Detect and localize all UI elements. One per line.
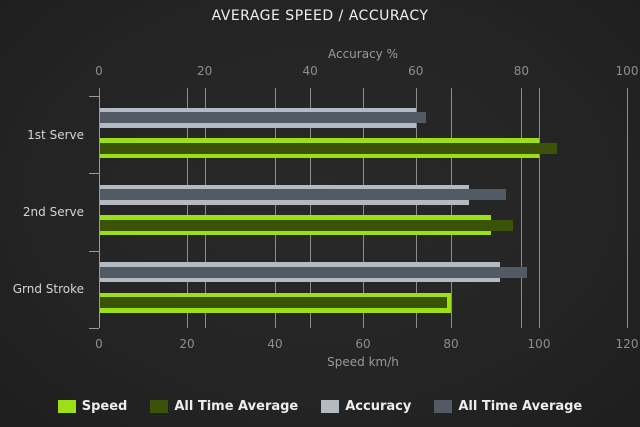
bar-row (99, 292, 627, 313)
top-axis-tick-label: 20 (196, 64, 213, 78)
bar-row (99, 107, 627, 128)
bottom-axis-tick-label: 80 (443, 337, 459, 351)
gridline (627, 88, 628, 328)
y-axis-tick (89, 173, 99, 175)
gridline (415, 88, 417, 328)
top-axis-tick-label: 60 (408, 64, 424, 78)
bar-accuracy-avg (99, 189, 506, 201)
y-axis-tick (89, 96, 99, 97)
top-axis-tick-label: 0 (95, 64, 103, 78)
bottom-axis-tick-label: 40 (267, 337, 283, 351)
legend-item: Speed (57, 398, 128, 414)
legend-swatch (150, 399, 169, 413)
plot-area (99, 88, 628, 328)
bar-speed-avg (99, 297, 447, 309)
bottom-axis-tick-label: 120 (615, 337, 639, 351)
bar-row (99, 184, 627, 205)
bar-accuracy-avg (99, 266, 527, 278)
chart-title: AVERAGE SPEED / ACCURACY (211, 8, 429, 24)
y-axis-tick (89, 328, 99, 329)
gridline (187, 88, 188, 328)
legend-swatch (57, 399, 76, 413)
gridline (275, 88, 276, 328)
top-axis-title: Accuracy % (327, 47, 398, 61)
legend-label: All Time Average (458, 398, 583, 414)
bottom-axis-title: Speed km/h (327, 355, 399, 369)
legend-label: Accuracy (345, 398, 412, 414)
category-label: Grnd Stroke (12, 282, 84, 297)
legend-item: Accuracy (321, 399, 411, 414)
category-label: 2nd Serve (22, 205, 84, 219)
category-label: 1st Serve (27, 127, 84, 142)
gridline (363, 88, 364, 328)
gridline (451, 88, 452, 328)
gridline (521, 88, 523, 328)
bar-row (99, 262, 627, 283)
legend: Speed All Time Average Accuracy All Time Av… (0, 398, 640, 414)
bar-row (99, 138, 627, 158)
legend-item: All Time Average (434, 399, 582, 414)
y-axis-line (99, 96, 100, 328)
legend-item: All Time Average (150, 399, 298, 414)
top-axis-tick-label: 80 (513, 64, 530, 78)
bottom-axis-tick-label: 20 (179, 337, 195, 351)
bottom-axis-tick-label: 60 (355, 337, 371, 351)
gridline (204, 88, 206, 328)
bottom-axis-tick-label: 0 (95, 337, 103, 351)
legend-label: All Time Average (174, 398, 299, 414)
top-axis-tick-label: 40 (302, 64, 318, 78)
legend-label: Speed (81, 398, 128, 414)
bar-accuracy-avg (99, 112, 427, 123)
bottom-axis-tick-label: 100 (527, 337, 551, 351)
top-axis-tick-label: 100 (615, 64, 639, 78)
bar-speed-avg (99, 219, 513, 231)
y-axis-tick (89, 250, 99, 252)
legend-swatch (434, 399, 453, 413)
bar-row (99, 215, 627, 236)
bar-speed-avg (99, 142, 557, 154)
gridline (310, 88, 312, 328)
gridline (539, 88, 540, 328)
legend-swatch (321, 399, 340, 413)
